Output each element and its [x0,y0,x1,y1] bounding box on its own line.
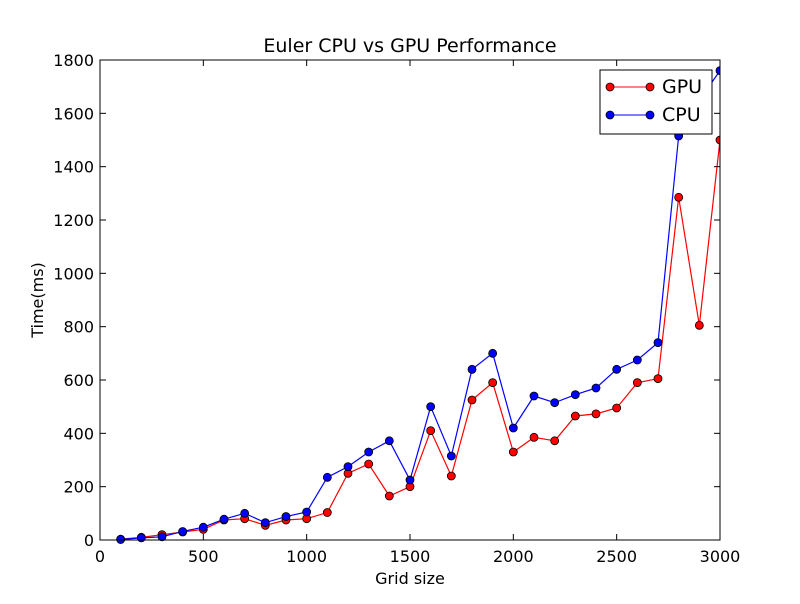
gpu-data-point [653,374,663,384]
cpu-data-point [488,348,498,358]
cpu-data-point [550,398,560,408]
gpu-data-point [384,491,394,501]
gpu-data-point [612,403,622,413]
gpu-data-point [715,135,720,145]
cpu-data-point [570,390,580,400]
y-tick-label: 1000 [53,264,94,283]
y-tick-label: 200 [63,478,94,497]
cpu-data-point [529,391,539,401]
cpu-data-point [198,522,208,532]
gpu-data-point [591,409,601,419]
cpu-data-point [240,508,250,518]
legend-frame [599,69,713,135]
cpu-data-point [281,512,291,521]
x-tick-label: 500 [188,547,219,566]
cpu-data-point [116,535,126,544]
x-tick-label: 0 [95,547,105,566]
gpu-data-point [426,426,436,436]
cpu-data-point [136,533,146,543]
plot-area [116,66,720,544]
cpu-data-point [302,507,312,517]
cpu-data-point [426,402,436,412]
gpu-data-point [674,192,684,202]
y-tick-label: 400 [63,424,94,443]
gpu-data-point [467,395,477,405]
gpu-data-point [488,378,498,388]
gpu-data-point [550,436,560,446]
legend-cpu-marker [645,110,655,120]
gpu-data-point [529,432,539,442]
cpu-data-point [260,518,270,528]
chart-title: Euler CPU vs GPU Performance [263,35,556,57]
cpu-data-point [653,338,663,348]
cpu-data-point [446,451,456,461]
gpu-data-point [570,411,580,421]
cpu-data-point [219,514,229,524]
cpu-data-point [508,423,518,433]
cpu-data-point [405,475,415,485]
x-tick-label: 2000 [493,547,534,566]
legend-gpu-marker [645,82,655,92]
x-tick-label: 3000 [700,547,741,566]
y-tick-label: 1200 [53,211,94,230]
cpu-data-point [178,527,188,536]
x-axis: 0 500 1000 1500 2000 2500 3000 [95,60,740,566]
legend-gpu-marker [605,82,615,92]
legend-cpu-label: CPU [662,104,701,126]
gpu-data-point [322,508,332,517]
x-axis-label: Grid size [375,569,445,588]
series-group [116,66,720,544]
y-axis-label: Time(ms) [28,262,47,339]
cpu-data-point [364,447,374,457]
x-tick-label: 2500 [596,547,637,566]
gpu-data-point [694,320,704,330]
gpu-series-line [120,139,720,540]
gpu-data-point [508,447,518,457]
cpu-data-point [715,66,720,76]
x-tick-label: 1000 [286,547,327,566]
y-axis: 0 200 400 600 800 1000 1200 1400 1600 1800 [53,51,720,550]
y-tick-label: 600 [63,371,94,390]
gpu-data-point [446,471,456,481]
y-tick-label: 800 [63,318,94,337]
cpu-data-point [384,436,394,446]
cpu-data-point [632,355,642,365]
gpu-data-point [632,378,642,388]
y-tick-label: 1800 [53,51,94,70]
cpu-series-line [120,70,720,541]
cpu-data-point [157,532,167,542]
x-tick-label: 1500 [390,547,431,566]
cpu-data-point [612,364,622,374]
cpu-data-point [467,364,477,374]
gpu-data-point [364,459,374,469]
legend-cpu-marker [605,110,615,120]
y-tick-label: 1600 [53,104,94,123]
cpu-data-point [591,383,601,393]
legend-gpu-label: GPU [662,76,702,98]
cpu-data-point [343,462,353,472]
y-tick-label: 1400 [53,158,94,177]
y-tick-label: 0 [84,531,94,550]
cpu-data-point [322,472,332,482]
legend: GPU CPU [599,69,713,135]
